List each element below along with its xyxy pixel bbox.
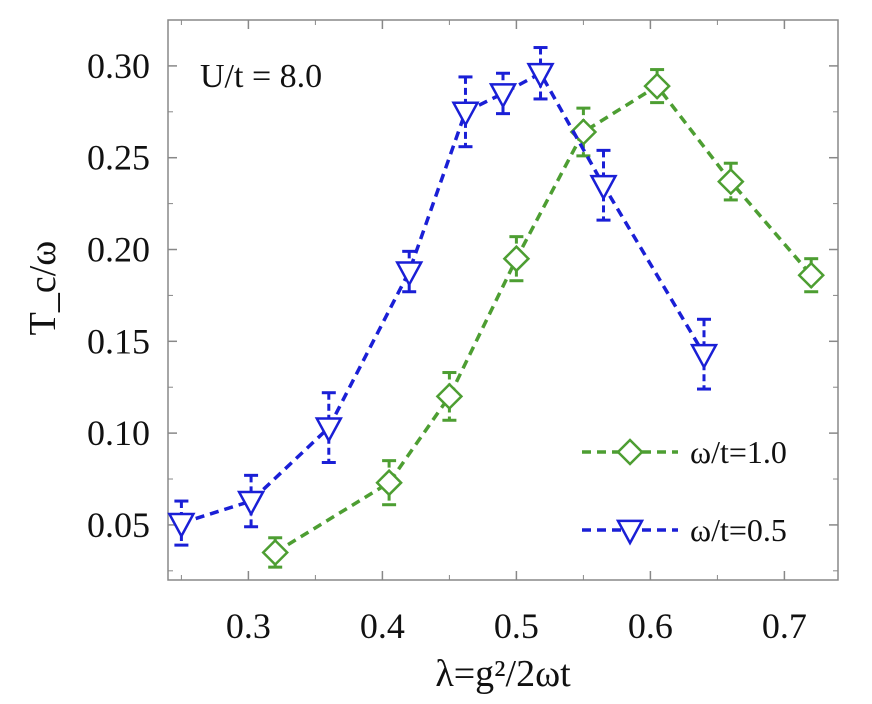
y-tick-label: 0.10: [87, 413, 150, 453]
data-point: [451, 101, 480, 128]
x-tick-label: 0.7: [762, 606, 807, 646]
data-point: [395, 261, 424, 288]
data-point: [261, 538, 289, 567]
series-2: [167, 46, 719, 547]
x-tick-label: 0.6: [628, 606, 673, 646]
data-point: [314, 417, 343, 444]
plot-frame: [167, 19, 839, 581]
data-point: [502, 244, 531, 273]
y-tick-label: 0.20: [87, 230, 150, 270]
data-point: [435, 382, 464, 411]
x-axis-label: λ=g²/2ωt: [435, 653, 571, 695]
legend-marker: [616, 438, 644, 466]
data-point: [375, 468, 403, 497]
data-point: [589, 174, 618, 201]
annotation-u-over-t: U/t = 8.0: [200, 58, 322, 95]
legend-label: ω/t=1.0: [690, 434, 787, 470]
y-tick-label: 0.05: [87, 505, 150, 545]
x-tick-label: 0.3: [226, 606, 271, 646]
data-point: [643, 72, 671, 100]
series-1: [261, 68, 825, 569]
x-tick-label: 0.5: [494, 606, 539, 646]
y-tick-label: 0.15: [87, 321, 150, 361]
legend-label: ω/t=0.5: [690, 512, 787, 548]
data-point: [689, 343, 719, 370]
data-point: [717, 167, 745, 196]
legend-marker: [615, 519, 645, 546]
series-line: [180, 70, 706, 525]
y-tick-label: 0.30: [87, 46, 150, 86]
x-tick-label: 0.4: [360, 606, 405, 646]
data-point: [236, 490, 266, 517]
data-point: [167, 512, 196, 539]
data-point: [488, 83, 518, 110]
data-point: [797, 261, 825, 289]
data-point: [526, 62, 555, 89]
y-tick-label: 0.25: [87, 138, 150, 178]
series-line: [274, 83, 813, 554]
y-axis-label: T_c/ω: [22, 241, 64, 336]
